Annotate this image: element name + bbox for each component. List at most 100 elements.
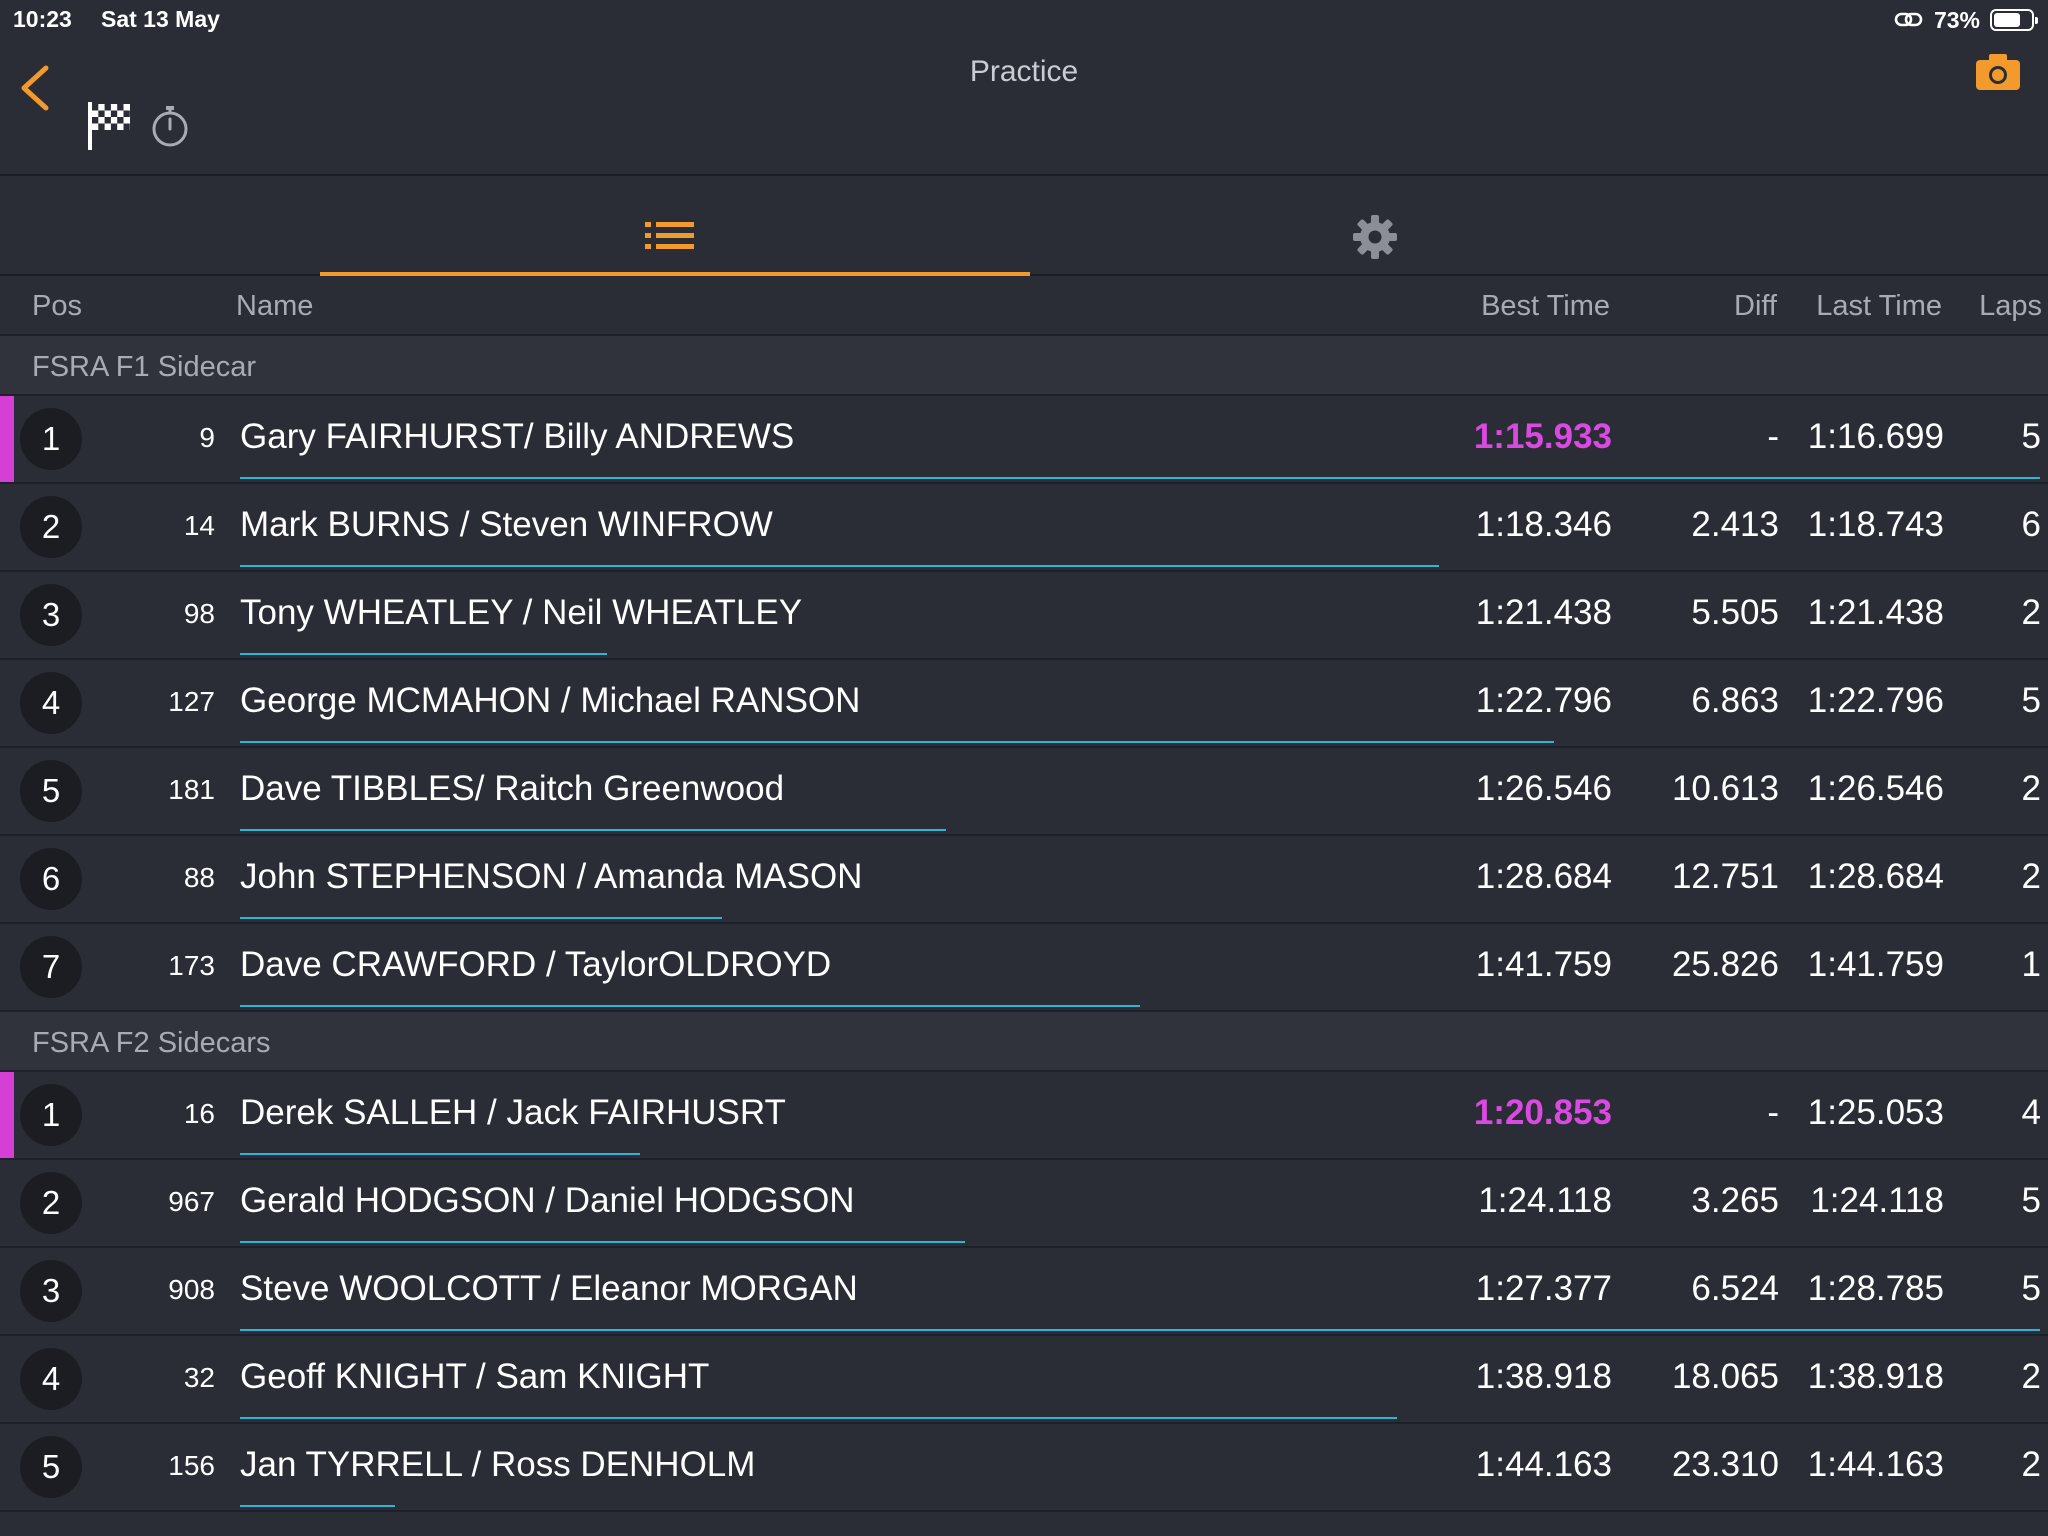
rider-names: Tony WHEATLEY / Neil WHEATLEY xyxy=(240,593,803,632)
table-row[interactable]: 7 173 Dave CRAWFORD / TaylorOLDROYD 1:41.75… xyxy=(0,924,2048,1012)
race-number: 181 xyxy=(168,774,215,805)
best-time: 1:15.933 xyxy=(1473,417,1612,456)
list-icon xyxy=(645,222,694,249)
lap-count: 2 xyxy=(2021,769,2041,808)
race-number: 98 xyxy=(183,598,215,629)
tab-list[interactable] xyxy=(320,176,1030,276)
diff-time: 5.505 xyxy=(1691,593,1779,632)
group-name: FSRA F2 Sidecars xyxy=(32,1027,271,1059)
lap-progress-bar xyxy=(240,653,607,655)
last-time: 1:26.546 xyxy=(1807,769,1944,808)
diff-time: 25.826 xyxy=(1671,945,1779,984)
table-row[interactable]: 3 908 Steve WOOLCOTT / Eleanor MORGAN 1:27.… xyxy=(0,1248,2048,1336)
lap-count: 4 xyxy=(2021,1093,2041,1132)
diff-time: 18.065 xyxy=(1671,1357,1779,1396)
lap-count: 2 xyxy=(2021,1357,2041,1396)
table-row[interactable]: 4 127 George MCMAHON / Michael RANSON 1:22.… xyxy=(0,660,2048,748)
lap-progress-bar xyxy=(240,741,1554,743)
position-badge: 7 xyxy=(20,936,82,998)
position-badge: 4 xyxy=(20,1348,82,1410)
table-row[interactable]: 6 88 John STEPHENSON / Amanda MASON 1:28.68… xyxy=(0,836,2048,924)
last-time: 1:28.785 xyxy=(1807,1269,1944,1308)
group-name: FSRA F1 Sidecar xyxy=(32,351,257,383)
page-title: Practice xyxy=(969,55,1079,88)
diff-time: 2.413 xyxy=(1691,505,1779,544)
diff-time: 6.524 xyxy=(1691,1269,1779,1308)
battery-percent: 73% xyxy=(1933,6,1980,33)
camera-icon xyxy=(1976,54,2020,90)
stopwatch-icon xyxy=(152,106,188,147)
race-number: 32 xyxy=(183,1362,215,1393)
best-time: 1:41.759 xyxy=(1475,945,1612,984)
last-time: 1:18.743 xyxy=(1807,505,1944,544)
last-time: 1:38.918 xyxy=(1807,1357,1944,1396)
rider-names: Gary FAIRHURST/ Billy ANDREWS xyxy=(240,417,795,456)
table-row[interactable]: 2 967 Gerald HODGSON / Daniel HODGSON 1:24.… xyxy=(0,1160,2048,1248)
race-number: 173 xyxy=(168,950,215,981)
lap-progress-bar xyxy=(240,1505,395,1507)
table-row[interactable]: 5 156 Jan TYRRELL / Ross DENHOLM 1:44.163 23… xyxy=(0,1424,2048,1512)
best-time: 1:22.796 xyxy=(1475,681,1612,720)
battery-icon xyxy=(1990,9,2038,31)
race-number: 967 xyxy=(168,1186,215,1217)
best-time: 1:27.377 xyxy=(1475,1269,1612,1308)
table-row[interactable]: 1 9 Gary FAIRHURST/ Billy ANDREWS 1:15.933 -… xyxy=(0,396,2048,484)
lap-count: 2 xyxy=(2021,857,2041,896)
rider-names: Mark BURNS / Steven WINFROW xyxy=(240,505,773,544)
lap-progress-bar xyxy=(240,565,1439,567)
position-badge: 5 xyxy=(20,1436,82,1498)
table-row[interactable]: 5 181 Dave TIBBLES/ Raitch Greenwood 1:26.5… xyxy=(0,748,2048,836)
last-time: 1:25.053 xyxy=(1807,1093,1944,1132)
table-row[interactable]: 2 14 Mark BURNS / Steven WINFROW 1:18.346 2.… xyxy=(0,484,2048,572)
position-badge: 5 xyxy=(20,760,82,822)
diff-time: - xyxy=(1767,1093,1779,1132)
lap-count: 2 xyxy=(2021,593,2041,632)
rider-names: Geoff KNIGHT / Sam KNIGHT xyxy=(240,1357,710,1396)
position-badge: 6 xyxy=(20,848,82,910)
status-right: 73% xyxy=(1894,6,2038,34)
table-row[interactable]: 3 98 Tony WHEATLEY / Neil WHEATLEY 1:21.438… xyxy=(0,572,2048,660)
position-badge: 4 xyxy=(20,672,82,734)
column-diff: Diff xyxy=(1734,290,1777,322)
diff-time: 12.751 xyxy=(1671,857,1779,896)
checkered-flag-icon xyxy=(88,102,130,150)
last-time: 1:21.438 xyxy=(1807,593,1944,632)
diff-time: 23.310 xyxy=(1671,1445,1779,1484)
rider-names: George MCMAHON / Michael RANSON xyxy=(240,681,861,720)
lap-progress-bar xyxy=(240,829,946,831)
rider-names: John STEPHENSON / Amanda MASON xyxy=(240,857,863,896)
header: Practice xyxy=(0,40,2048,176)
gear-icon xyxy=(1353,215,1397,259)
race-number: 88 xyxy=(183,862,215,893)
best-time: 1:38.918 xyxy=(1475,1357,1612,1396)
rider-names: Dave TIBBLES/ Raitch Greenwood xyxy=(240,769,785,808)
back-button[interactable] xyxy=(16,58,60,118)
status-time: 10:23 xyxy=(13,6,72,32)
race-number: 156 xyxy=(168,1450,215,1481)
column-name: Name xyxy=(236,290,314,322)
rider-names: Steve WOOLCOTT / Eleanor MORGAN xyxy=(240,1269,858,1308)
lap-count: 2 xyxy=(2021,1445,2041,1484)
tab-settings[interactable] xyxy=(1030,176,1720,274)
tab-bar xyxy=(0,176,2048,276)
lap-progress-bar xyxy=(240,1005,1140,1007)
best-time: 1:24.118 xyxy=(1478,1181,1612,1220)
camera-button[interactable] xyxy=(1974,52,2022,92)
group-header: FSRA F2 Sidecars xyxy=(0,1012,2048,1072)
table-row[interactable]: 1 16 Derek SALLEH / Jack FAIRHUSRT 1:20.853… xyxy=(0,1072,2048,1160)
position-badge: 3 xyxy=(20,584,82,646)
column-best-time: Best Time xyxy=(1481,290,1610,322)
lap-progress-bar xyxy=(240,1153,640,1155)
race-number: 9 xyxy=(199,422,215,453)
table-row[interactable]: 4 32 Geoff KNIGHT / Sam KNIGHT 1:38.918 18.0… xyxy=(0,1336,2048,1424)
column-header: Pos Name Best Time Diff Last Time Laps xyxy=(0,276,2048,336)
lap-progress-bar xyxy=(240,1417,1397,1419)
status-bar: 10:23 Sat 13 May 73% xyxy=(0,0,2048,40)
leader-marker xyxy=(0,396,14,482)
position-badge: 2 xyxy=(20,496,82,558)
diff-time: - xyxy=(1767,417,1779,456)
diff-time: 6.863 xyxy=(1691,681,1779,720)
lap-progress-bar xyxy=(240,1329,2040,1331)
column-last-time: Last Time xyxy=(1816,290,1942,322)
lap-count: 6 xyxy=(2021,505,2041,544)
